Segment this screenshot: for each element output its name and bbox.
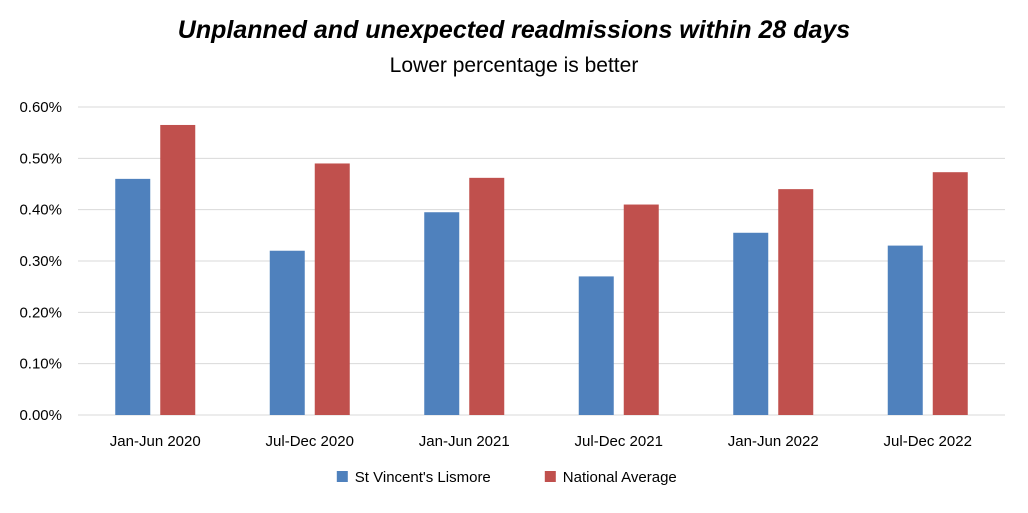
y-tick-label: 0.60% [19,99,62,116]
x-tick-label: Jan-Jun 2021 [419,433,510,450]
legend-swatch [336,471,348,482]
bar [578,276,614,415]
y-tick-label: 0.00% [19,407,62,424]
bar [932,172,968,415]
y-tick-label: 0.30% [19,253,62,270]
y-tick-label: 0.20% [19,304,62,321]
x-tick-label: Jul-Dec 2021 [575,433,663,450]
bar [469,177,505,415]
x-tick-label: Jan-Jun 2020 [110,433,201,450]
legend-label: St Vincent's Lismore [355,469,491,486]
y-tick-label: 0.50% [19,150,62,167]
chart-subtitle: Lower percentage is better [389,54,639,77]
legend-label: National Average [563,469,677,486]
bar [424,212,460,415]
legend-swatch [544,471,556,482]
chart-title: Unplanned and unexpected readmissions wi… [177,16,851,44]
bar [160,124,196,415]
bar [115,178,151,415]
bar [623,204,659,415]
y-tick-label: 0.40% [19,202,62,219]
bar [314,163,350,415]
bar [733,232,769,415]
y-tick-label: 0.10% [19,356,62,373]
x-tick-label: Jul-Dec 2020 [266,433,354,450]
x-tick-label: Jan-Jun 2022 [728,433,819,450]
bar [887,245,923,415]
bar [269,250,305,415]
x-tick-label: Jul-Dec 2022 [884,433,972,450]
bar [778,189,814,415]
